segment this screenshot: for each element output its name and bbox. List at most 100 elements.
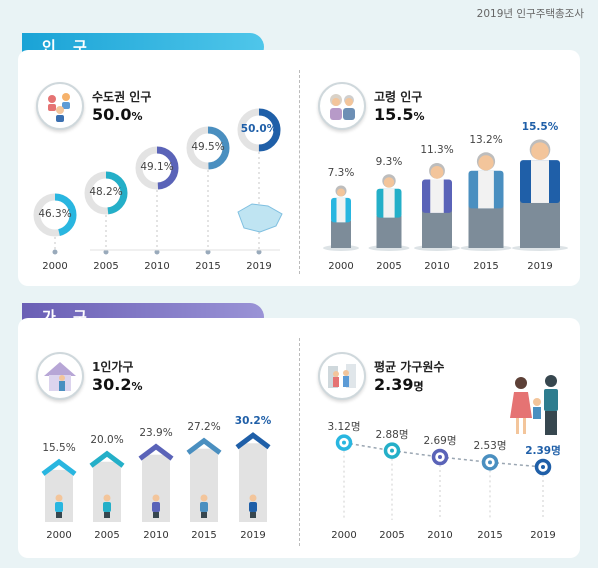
- elder-value-2010: 11.3%: [420, 144, 454, 157]
- capital-panel-value: 50.0%: [92, 105, 143, 124]
- source-caption: 2019년 인구주택총조사: [476, 8, 584, 20]
- family-mother-leg-left: [516, 418, 519, 434]
- house-person-head-2019: [249, 494, 257, 502]
- family-mother-hair: [515, 377, 527, 389]
- donut-base-dot-2015: [205, 249, 211, 255]
- elder-shirt-2005: [383, 188, 395, 218]
- house-year-2000: 2000: [46, 530, 72, 541]
- donut-year-2005: 2005: [93, 261, 119, 272]
- house-year-2019: 2019: [240, 530, 266, 541]
- line-point-core-2015: [488, 460, 492, 465]
- elder-year-2005: 2005: [376, 261, 402, 272]
- line-year-2000: 2000: [331, 530, 357, 541]
- line-year-2005: 2005: [379, 530, 405, 541]
- elder-value-2019: 15.5%: [521, 120, 559, 133]
- line-year-2019: 2019: [530, 530, 556, 541]
- house-year-2005: 2005: [94, 530, 120, 541]
- elder-face-2019: [531, 142, 549, 160]
- donut-year-2019: 2019: [246, 261, 272, 272]
- elder-face-2015: [478, 155, 494, 171]
- donut-value-2000: 46.3%: [38, 208, 72, 220]
- line-segment-2015: [489, 461, 544, 468]
- donut-year-2015: 2015: [195, 261, 221, 272]
- elder-shirt-2000: [336, 197, 346, 223]
- house-value-2005: 20.0%: [90, 433, 124, 446]
- elder-skirt-2005: [376, 215, 402, 248]
- elder-year-2015: 2015: [473, 261, 499, 272]
- donut-year-2000: 2000: [42, 261, 68, 272]
- house-person-body-2015: [200, 502, 208, 512]
- line-segment-2010: [439, 456, 491, 464]
- elder-year-2010: 2010: [424, 261, 450, 272]
- household-divider: [299, 338, 300, 546]
- house-value-2015: 27.2%: [187, 420, 221, 433]
- family-mother-dress: [510, 392, 532, 418]
- elder-face-2005: [383, 177, 395, 188]
- elderly-panel-label: 고령 인구: [374, 90, 423, 104]
- elder-value-2000: 7.3%: [327, 166, 355, 179]
- house-roof-2000: [41, 458, 77, 476]
- family-father-shirt: [544, 389, 558, 411]
- elder-shirt-2010: [430, 179, 444, 213]
- house-roof-2015: [186, 437, 222, 455]
- line-value-2015: 2.53명: [473, 440, 507, 453]
- elder-year-2019: 2019: [527, 261, 553, 272]
- line-value-2019: 2.39명: [525, 445, 561, 457]
- people-group-icon: [36, 82, 84, 130]
- house-person-head-2005: [103, 494, 111, 502]
- house-person-legs-2019: [250, 512, 256, 518]
- donut-arc-2005: [84, 171, 128, 215]
- family-father-head: [545, 375, 557, 387]
- house-year-2010: 2010: [143, 530, 169, 541]
- elder-shirt-2015: [478, 170, 494, 209]
- house-person-legs-2015: [201, 512, 207, 518]
- family-child-head: [533, 398, 541, 406]
- single-panel-head: 1인가구 30.2%: [36, 352, 143, 400]
- single-panel-label: 1인가구: [92, 360, 134, 374]
- house-person-head-2015: [200, 494, 208, 502]
- elder-year-2000: 2000: [328, 261, 354, 272]
- donut-arc-2015: [186, 126, 230, 170]
- line-point-core-2019: [541, 465, 545, 469]
- donut-value-2005: 48.2%: [89, 186, 123, 198]
- line-value-2000: 3.12명: [327, 420, 361, 433]
- house-person-head-2010: [152, 494, 160, 502]
- line-value-2010: 2.69명: [423, 435, 457, 447]
- house-person-body-2019: [249, 502, 257, 512]
- house-person-body-2005: [103, 502, 111, 512]
- house-person-body-2010: [152, 502, 160, 512]
- donut-arc-2010: [135, 146, 179, 190]
- house-person-legs-2010: [153, 512, 159, 518]
- house-roof-2019: [235, 432, 271, 450]
- elder-skirt-2010: [422, 210, 452, 248]
- avgsize-panel-head: 평균 가구원수 2.39명: [318, 352, 444, 400]
- donut-base-dot-2019: [256, 249, 262, 255]
- elder-skirt-2019: [520, 199, 560, 248]
- capital-map-illustration: [237, 203, 283, 233]
- population-divider: [299, 70, 300, 274]
- house-value-2019: 30.2%: [234, 415, 272, 428]
- elderly-panel-value: 15.5%: [374, 105, 425, 124]
- house-year-2015: 2015: [191, 530, 217, 541]
- house-value-2010: 23.9%: [139, 426, 173, 439]
- elder-skirt-2000: [331, 220, 351, 248]
- house-value-2000: 15.5%: [42, 441, 76, 454]
- elder-face-2000: [337, 188, 345, 197]
- donut-base-dot-2010: [154, 249, 160, 255]
- family-mother-leg-right: [523, 418, 526, 434]
- family-father-pants: [545, 411, 557, 435]
- line-year-2015: 2015: [477, 530, 503, 541]
- donut-value-2019: 50.0%: [240, 123, 278, 135]
- family-icon: [318, 352, 366, 400]
- donut-base-dot-2005: [103, 249, 109, 255]
- line-point-core-2005: [390, 448, 394, 453]
- donut-base-dot-2000: [52, 249, 58, 255]
- house-person-legs-2000: [56, 512, 62, 518]
- house-roof-2005: [89, 450, 125, 468]
- house-person-legs-2005: [104, 512, 110, 518]
- single-panel-value: 30.2%: [92, 375, 143, 394]
- elderly-panel-head: 고령 인구 15.5%: [318, 82, 425, 130]
- elder-face-2010: [430, 165, 444, 179]
- line-year-2010: 2010: [427, 530, 453, 541]
